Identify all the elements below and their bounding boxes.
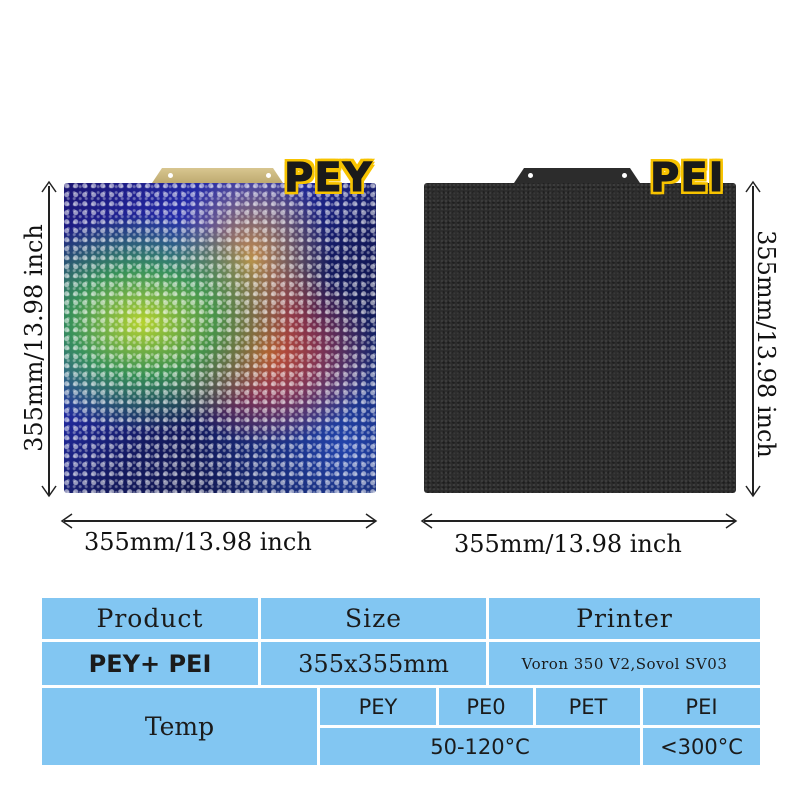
pei-badge: PEI (650, 155, 725, 201)
mount-hole-icon (266, 173, 271, 178)
product-value: PEY+ PEI (42, 642, 258, 685)
pei-plate-tab (512, 168, 642, 186)
temp-material-pe0: PE0 (439, 688, 533, 725)
left-height-label: 355mm/13.98 inch (20, 224, 48, 452)
header-size: Size (261, 598, 486, 639)
left-width-label: 355mm/13.98 inch (84, 528, 312, 556)
temp-material-pey: PEY (320, 688, 436, 725)
temp-material-pei: PEI (643, 688, 760, 725)
mount-hole-icon (622, 173, 627, 178)
mount-hole-icon (528, 173, 533, 178)
right-height-dimension-line (752, 186, 754, 496)
temp-range-high: <300°C (643, 728, 760, 765)
temp-material-pet: PET (536, 688, 640, 725)
pei-plate-image (424, 183, 736, 493)
temp-range-low: 50-120°C (320, 728, 640, 765)
pey-plate-tab (150, 168, 285, 186)
header-product: Product (42, 598, 258, 639)
pey-badge: PEY (284, 155, 373, 201)
right-height-arrow-icon (745, 180, 761, 498)
left-width-arrow-icon (60, 513, 378, 529)
pey-plate-image (64, 183, 376, 493)
right-width-dimension-line (424, 520, 736, 522)
temp-label: Temp (42, 688, 317, 765)
left-height-arrow-icon (41, 180, 57, 498)
right-height-label: 355mm/13.98 inch (752, 230, 780, 458)
header-printer: Printer (489, 598, 760, 639)
right-width-label: 355mm/13.98 inch (454, 530, 682, 558)
left-height-dimension-line (48, 186, 50, 496)
size-value: 355x355mm (261, 642, 486, 685)
mount-hole-icon (168, 173, 173, 178)
right-width-arrow-icon (420, 513, 738, 529)
printer-value: Voron 350 V2,Sovol SV03 (489, 642, 760, 685)
left-width-dimension-line (64, 520, 376, 522)
